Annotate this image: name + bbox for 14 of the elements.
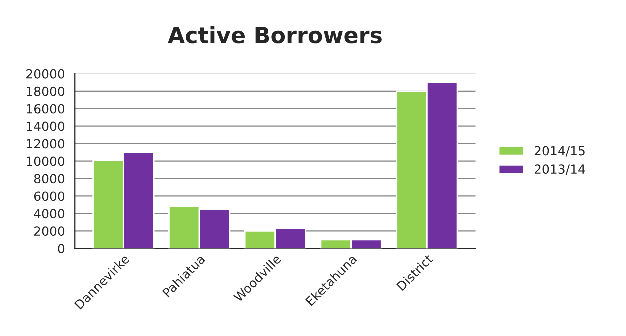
y-tick-label: 4000: [34, 209, 65, 219]
y-tick-label: 8000: [34, 174, 65, 184]
chart-title: Active Borrowers: [168, 26, 382, 44]
y-tick-label: 2000: [34, 226, 65, 236]
y-tick-label: 0: [58, 244, 65, 254]
y-tick-label: 18000: [27, 86, 65, 96]
legend-label: 2013/14: [534, 164, 586, 176]
legend-label: 2014/15: [534, 146, 585, 157]
y-tick-label: 12000: [27, 139, 65, 149]
y-tick-label: 10000: [27, 156, 65, 166]
y-tick-label: 14000: [27, 122, 65, 132]
y-tick-label: 16000: [27, 104, 65, 114]
y-tick-label: 20000: [26, 69, 65, 79]
y-tick-label: 6000: [34, 192, 65, 202]
